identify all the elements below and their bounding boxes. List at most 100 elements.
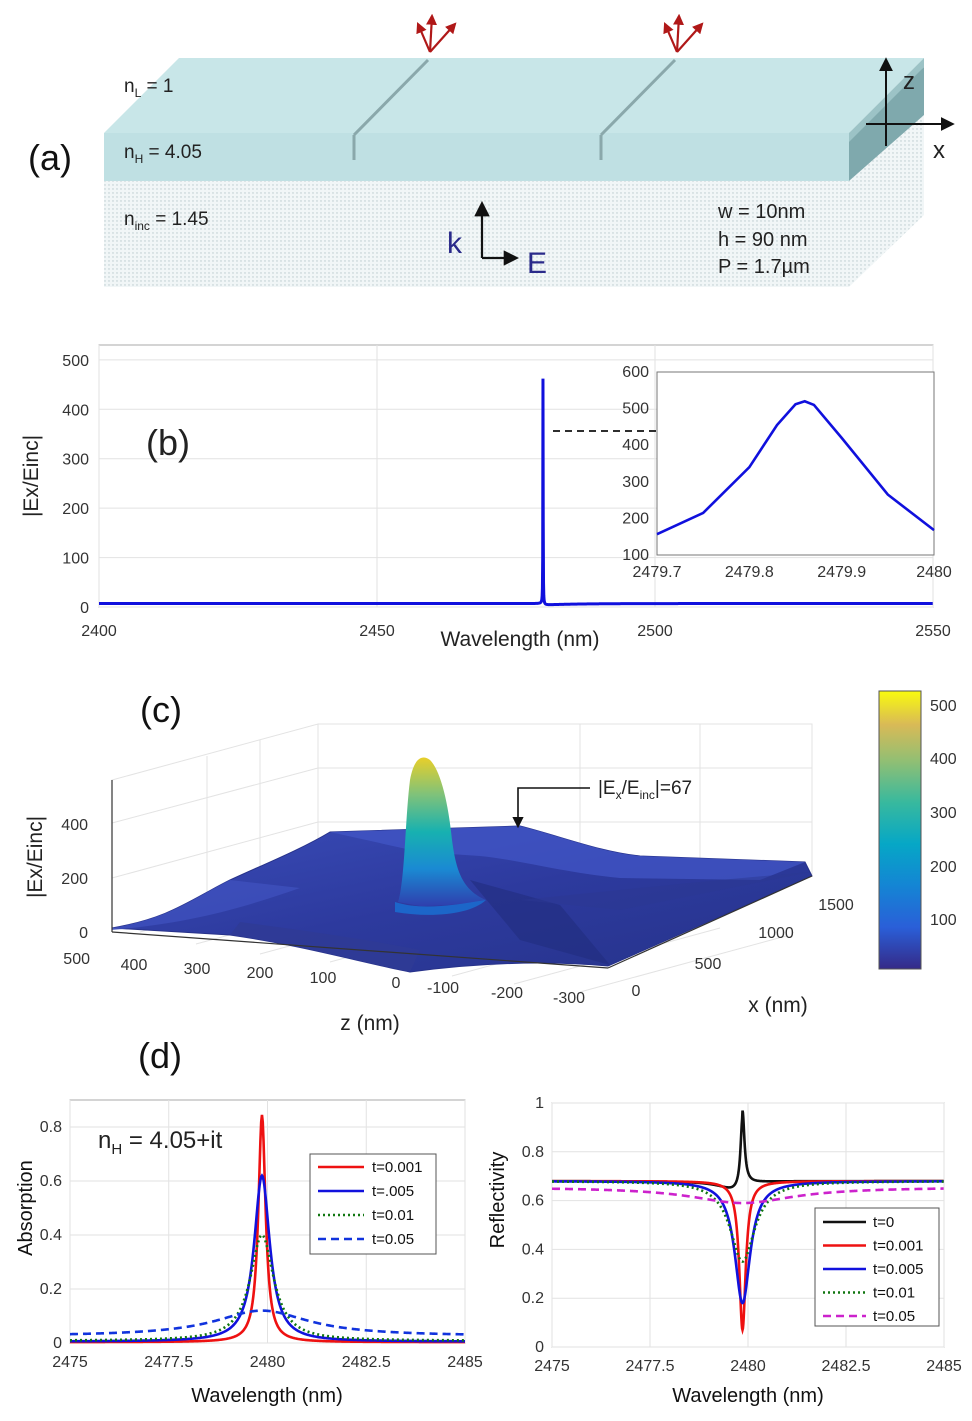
depth-tick: -300 [553,990,585,1007]
refl-line-t=0.01 [552,1180,944,1263]
depth-tick: 200 [247,965,274,982]
y-tick-label: 300 [62,452,89,469]
label-ninc: ninc = 1.45 [124,209,209,233]
refl-y-tick: 0.6 [522,1193,544,1210]
inset-frame [656,371,935,556]
refl-legend: t=0 t=0.001 t=0.005 t=0.01 t=0.05 [814,1207,940,1327]
legend-label: t=0.05 [873,1308,915,1325]
abs-annotation: nH = 4.05+it [98,1127,223,1158]
refl-ylabel: Reflectivity [487,1152,509,1249]
surface-peak [398,757,486,906]
panel-c: (c) [24,689,957,1035]
abs-xlabel: Wavelength (nm) [191,1385,343,1407]
abs-y-tick: 0.8 [40,1119,62,1136]
legend-label: t=.005 [372,1183,414,1200]
panel-label-d: (d) [138,1035,182,1076]
surface-xlabel: x (nm) [748,994,808,1017]
surface-ylabel: z (nm) [340,1012,400,1035]
refl-line-t=0.05 [551,1187,944,1205]
y-tick-label: 400 [62,402,89,419]
legend-label: t=0 [873,1214,894,1231]
param-w: w = 10nm [717,201,805,223]
surface-plot [111,757,813,973]
z-axis-extra-tick: 500 [63,951,90,968]
legend-label: t=0.001 [372,1159,422,1176]
surface-zlabel: |Ex/Einc| [24,816,47,898]
colorbar: 100 200 300 400 500 [878,690,957,970]
colorbar-gradient [878,690,922,970]
depth-tick: 300 [184,961,211,978]
abs-y-tick: 0.2 [40,1281,62,1298]
abs-x-tick: 2480 [250,1354,286,1371]
plot-b-inset: 100 200 300 400 500 600 2479.7 2479.8 2479.9 248… [622,364,952,581]
panel-label-a: (a) [28,137,72,178]
panel-label-c: (c) [140,689,182,730]
y-tick-label: 500 [62,353,89,370]
refl-x-tick: 2485 [926,1358,962,1375]
refl-x-tick: 2480 [730,1358,766,1375]
refl-y-tick: 0.2 [522,1290,544,1307]
surface-annotation: |Ex/Einc|=67 [512,778,692,829]
abs-x-tick: 2475 [52,1354,88,1371]
x-tick: 0 [632,983,641,1000]
abs-y-tick: 0.6 [40,1173,62,1190]
refl-xlabel: Wavelength (nm) [672,1385,824,1407]
plot-b-xticks: 2400 2450 2500 2550 [81,623,951,640]
abs-y-tick: 0.4 [40,1227,62,1244]
legend-label: t=0.01 [873,1285,915,1302]
refl-y-tick: 1 [535,1095,544,1112]
x-tick-label: 2400 [81,623,117,640]
abs-ylabel: Absorption [15,1160,37,1256]
depth-tick: 400 [121,957,148,974]
refl-x-tick: 2482.5 [822,1358,871,1375]
refl-y-tick: 0.4 [522,1241,544,1258]
abs-yticks: 0 0.2 0.4 0.6 0.8 [40,1119,62,1352]
inset-x-tick: 2479.7 [633,564,682,581]
x-tick-label: 2550 [915,623,951,640]
x-tick-label: 2450 [359,623,395,640]
abs-line-t=0.01 [70,1233,465,1342]
colorbar-tick: 300 [930,805,957,822]
inset-yticks: 100 200 300 400 500 600 [622,364,649,564]
top-surface [104,58,924,133]
coordinate-axes: z x [866,57,955,164]
axis-x-label: x [933,137,945,164]
inset-y-tick: 600 [622,364,649,381]
colorbar-tick: 100 [930,912,957,929]
z-tick-0: 0 [79,925,88,942]
legend-label: t=0.001 [873,1238,923,1255]
inset-y-tick: 500 [622,401,649,418]
label-nL: nL = 1 [124,76,174,100]
x-tick: 500 [695,956,722,973]
high-index-layer [104,133,849,181]
inset-xticks: 2479.7 2479.8 2479.9 2480 [633,564,952,581]
legend-label: t=0.005 [873,1261,923,1278]
y-tick-label: 0 [80,600,89,617]
z-tick-200: 200 [61,871,88,888]
panel-d-reflectivity: 00.20.40.60.81 2475 2477.5 2480 2482.5 2485 … [487,1095,962,1407]
panel-b: 0 100 200 300 400 500 2400 2450 2500 2550 (b) Wa… [20,344,952,651]
depth-tick: 100 [310,970,337,987]
param-h: h = 90 nm [718,229,808,251]
legend-label: t=0.01 [372,1207,414,1224]
k-vector-label: k [447,227,463,260]
colorbar-tick: 200 [930,859,957,876]
depth-tick: -200 [491,985,523,1002]
abs-x-tick: 2485 [447,1354,483,1371]
field-vectors: k E [447,200,547,280]
panel-a: (a) nL = 1 nH = 4.05 [28,13,955,287]
refl-series [551,1110,944,1335]
panel-d-absorption: 0 0.2 0.4 0.6 0.8 2475 2477.5 2480 2482.5 2485 n… [15,1099,483,1407]
y-tick-label: 100 [62,551,89,568]
refl-x-tick: 2477.5 [626,1358,675,1375]
surface-depth-ticks: 400 300 200 100 0 -100 -200 -300 [121,957,585,1007]
colorbar-tick: 400 [930,751,957,768]
plot-b-series-line [99,378,933,607]
x-tick: 1000 [758,925,794,942]
refl-x-tick: 2475 [534,1358,570,1375]
surface-axes [111,780,813,969]
depth-tick: -100 [427,980,459,997]
inset-y-tick: 200 [622,510,649,527]
inset-x-tick: 2479.8 [725,564,774,581]
